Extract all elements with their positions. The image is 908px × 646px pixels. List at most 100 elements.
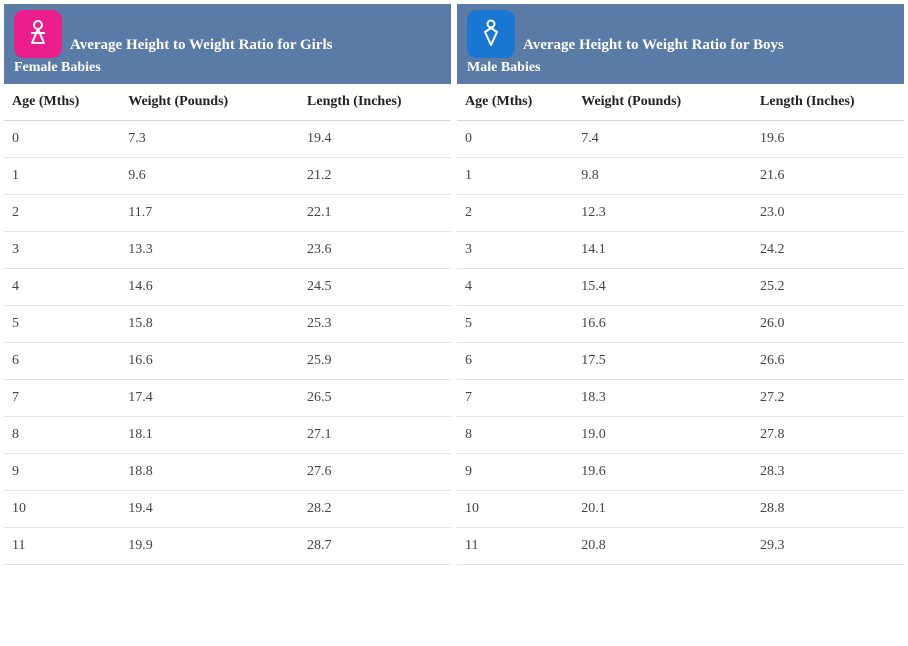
cell-length: 25.9 [299,343,451,380]
cell-weight: 15.4 [573,269,752,306]
table-row: 918.827.6 [4,454,451,491]
cell-age: 3 [4,232,120,269]
cell-length: 28.8 [752,491,904,528]
table-row: 314.124.2 [457,232,904,269]
table-row: 1120.829.3 [457,528,904,565]
table-row: 516.626.0 [457,306,904,343]
girls-panel: Average Height to Weight Ratio for Girls… [4,4,451,642]
table-row: 211.722.1 [4,195,451,232]
cell-weight: 14.1 [573,232,752,269]
cell-length: 19.4 [299,121,451,158]
table-row: 1019.428.2 [4,491,451,528]
cell-age: 1 [4,158,120,195]
cell-length: 23.0 [752,195,904,232]
boys-header-top: Average Height to Weight Ratio for Boys [467,10,894,58]
cell-length: 21.6 [752,158,904,195]
boys-table: Age (Mths) Weight (Pounds) Length (Inche… [457,84,904,565]
table-row: 414.624.5 [4,269,451,306]
table-header-row: Age (Mths) Weight (Pounds) Length (Inche… [4,84,451,121]
cell-length: 21.2 [299,158,451,195]
cell-weight: 19.4 [120,491,299,528]
cell-weight: 20.1 [573,491,752,528]
boys-panel: Average Height to Weight Ratio for Boys … [457,4,904,642]
boys-header: Average Height to Weight Ratio for Boys … [457,4,904,84]
cell-age: 0 [4,121,120,158]
cell-weight: 18.1 [120,417,299,454]
cell-weight: 19.6 [573,454,752,491]
cell-age: 2 [4,195,120,232]
cell-weight: 12.3 [573,195,752,232]
table-row: 818.127.1 [4,417,451,454]
cell-length: 28.7 [299,528,451,565]
cell-weight: 11.7 [120,195,299,232]
cell-weight: 17.5 [573,343,752,380]
table-row: 919.628.3 [457,454,904,491]
cell-age: 6 [457,343,573,380]
cell-age: 9 [457,454,573,491]
cell-age: 5 [457,306,573,343]
cell-weight: 19.9 [120,528,299,565]
cell-age: 11 [457,528,573,565]
cell-age: 3 [457,232,573,269]
cell-length: 23.6 [299,232,451,269]
cell-age: 8 [457,417,573,454]
girls-tbody: 07.319.419.621.2211.722.1313.323.6414.62… [4,121,451,565]
col-weight: Weight (Pounds) [120,84,299,121]
girls-title: Average Height to Weight Ratio for Girls [70,36,332,58]
boys-tbody: 07.419.619.821.6212.323.0314.124.2415.42… [457,121,904,565]
cell-length: 29.3 [752,528,904,565]
cell-age: 4 [4,269,120,306]
cell-length: 27.2 [752,380,904,417]
table-row: 19.621.2 [4,158,451,195]
girls-table: Age (Mths) Weight (Pounds) Length (Inche… [4,84,451,565]
table-row: 212.323.0 [457,195,904,232]
cell-weight: 14.6 [120,269,299,306]
cell-weight: 18.8 [120,454,299,491]
cell-length: 26.5 [299,380,451,417]
cell-length: 24.5 [299,269,451,306]
cell-length: 28.3 [752,454,904,491]
cell-weight: 16.6 [120,343,299,380]
girl-icon [14,10,62,58]
cell-length: 27.8 [752,417,904,454]
table-row: 19.821.6 [457,158,904,195]
col-age: Age (Mths) [4,84,120,121]
cell-age: 10 [457,491,573,528]
cell-age: 11 [4,528,120,565]
girls-subtitle: Female Babies [14,60,441,76]
col-weight: Weight (Pounds) [573,84,752,121]
cell-length: 27.6 [299,454,451,491]
table-row: 717.426.5 [4,380,451,417]
cell-weight: 13.3 [120,232,299,269]
boy-icon [467,10,515,58]
cell-length: 25.2 [752,269,904,306]
table-row: 1020.128.8 [457,491,904,528]
cell-length: 24.2 [752,232,904,269]
girls-header: Average Height to Weight Ratio for Girls… [4,4,451,84]
table-row: 616.625.9 [4,343,451,380]
table-header-row: Age (Mths) Weight (Pounds) Length (Inche… [457,84,904,121]
cell-weight: 15.8 [120,306,299,343]
cell-age: 6 [4,343,120,380]
cell-age: 0 [457,121,573,158]
table-row: 718.327.2 [457,380,904,417]
col-length: Length (Inches) [752,84,904,121]
boys-subtitle: Male Babies [467,60,894,76]
cell-age: 7 [457,380,573,417]
cell-length: 26.6 [752,343,904,380]
cell-length: 22.1 [299,195,451,232]
cell-length: 25.3 [299,306,451,343]
girls-header-top: Average Height to Weight Ratio for Girls [14,10,441,58]
cell-weight: 9.6 [120,158,299,195]
cell-age: 5 [4,306,120,343]
cell-age: 4 [457,269,573,306]
col-length: Length (Inches) [299,84,451,121]
cell-age: 7 [4,380,120,417]
table-row: 515.825.3 [4,306,451,343]
cell-weight: 19.0 [573,417,752,454]
cell-weight: 9.8 [573,158,752,195]
cell-weight: 18.3 [573,380,752,417]
cell-weight: 16.6 [573,306,752,343]
cell-length: 28.2 [299,491,451,528]
table-row: 617.526.6 [457,343,904,380]
